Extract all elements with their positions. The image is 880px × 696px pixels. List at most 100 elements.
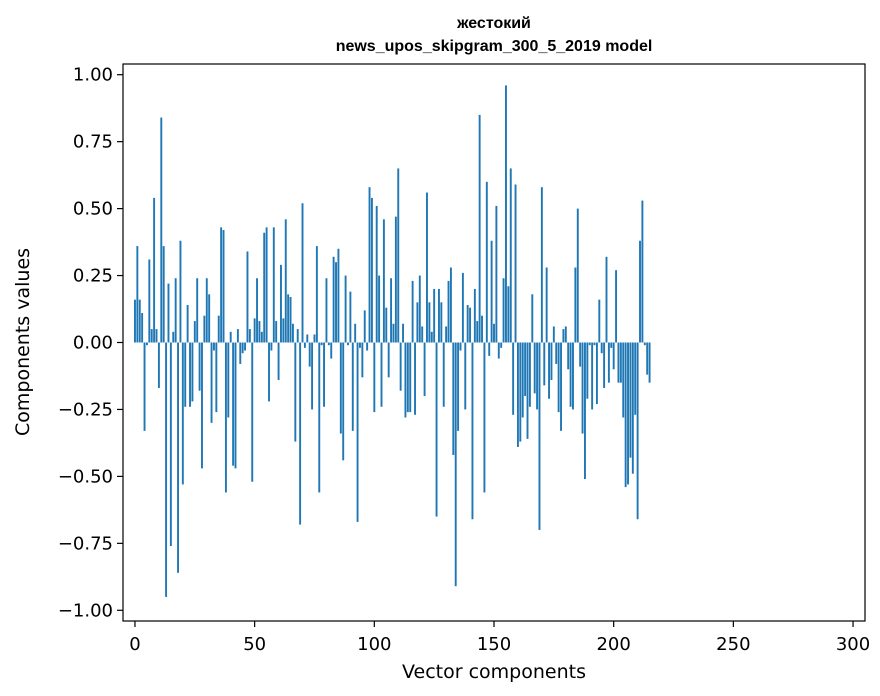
bar bbox=[150, 329, 153, 343]
bar bbox=[598, 299, 601, 343]
bar bbox=[514, 184, 517, 343]
bar bbox=[213, 342, 215, 351]
bar bbox=[612, 342, 615, 370]
bar bbox=[217, 315, 220, 343]
bar bbox=[354, 323, 357, 343]
bar bbox=[232, 342, 235, 466]
bar bbox=[524, 342, 527, 397]
bar bbox=[392, 323, 395, 343]
bar bbox=[136, 246, 139, 343]
bar bbox=[567, 342, 570, 370]
bar bbox=[344, 275, 347, 343]
bar bbox=[648, 342, 651, 383]
bar bbox=[512, 342, 515, 415]
bar bbox=[359, 342, 361, 348]
bar bbox=[349, 291, 352, 343]
bar bbox=[141, 313, 144, 343]
bar bbox=[256, 278, 258, 343]
bar bbox=[605, 256, 608, 343]
bar bbox=[624, 342, 627, 488]
bar bbox=[272, 227, 275, 343]
bar bbox=[457, 342, 460, 431]
bar bbox=[258, 321, 261, 343]
y-tick-label: 0.00 bbox=[73, 333, 113, 354]
bar bbox=[607, 342, 610, 383]
bar bbox=[311, 342, 314, 410]
bar bbox=[155, 329, 158, 343]
bar bbox=[533, 342, 536, 394]
bar bbox=[615, 270, 618, 343]
bar bbox=[196, 278, 199, 343]
bar bbox=[390, 278, 393, 343]
y-axis-label: Components values bbox=[12, 248, 34, 436]
bar bbox=[423, 342, 426, 397]
bar bbox=[145, 342, 148, 346]
bar bbox=[301, 203, 304, 343]
bar bbox=[177, 342, 179, 573]
x-tick-label: 0 bbox=[129, 634, 140, 655]
bar bbox=[402, 323, 404, 343]
bar bbox=[543, 342, 546, 386]
bar bbox=[375, 205, 378, 343]
bar bbox=[373, 342, 376, 413]
bar bbox=[363, 310, 366, 343]
bar bbox=[426, 192, 428, 343]
bar bbox=[385, 307, 388, 343]
x-tick-label: 200 bbox=[596, 634, 630, 655]
y-axis-ticks: 1.00 0.75 0.50 0.25 0.00 −0.25 −0.50 −0.75 −1.00 bbox=[58, 65, 123, 621]
x-tick-label: 300 bbox=[836, 634, 870, 655]
y-tick-label: −0.75 bbox=[58, 533, 113, 554]
bar bbox=[320, 342, 323, 346]
x-tick-label: 50 bbox=[243, 634, 266, 655]
bar bbox=[153, 197, 156, 343]
bar bbox=[619, 342, 622, 383]
bar bbox=[260, 331, 263, 343]
bar bbox=[368, 187, 371, 343]
bar bbox=[191, 342, 194, 402]
plot-frame bbox=[122, 63, 866, 622]
bar bbox=[308, 342, 311, 367]
bar bbox=[536, 342, 539, 410]
bar bbox=[268, 342, 270, 402]
bar bbox=[323, 342, 326, 407]
bar bbox=[507, 286, 510, 343]
bar bbox=[586, 342, 589, 399]
bar bbox=[464, 342, 467, 410]
bar bbox=[555, 342, 558, 364]
bar bbox=[382, 219, 385, 343]
bar bbox=[397, 168, 400, 343]
bar bbox=[215, 342, 218, 413]
bar bbox=[251, 342, 254, 482]
bar bbox=[138, 299, 141, 343]
bar bbox=[584, 342, 586, 480]
bar bbox=[521, 342, 524, 418]
bar bbox=[488, 342, 491, 356]
bar bbox=[186, 305, 189, 343]
bar bbox=[603, 342, 606, 389]
bar bbox=[143, 342, 146, 431]
bar bbox=[282, 318, 285, 343]
bar bbox=[287, 294, 290, 343]
bar bbox=[181, 342, 184, 485]
bar bbox=[224, 342, 227, 493]
bar bbox=[548, 342, 550, 399]
bar bbox=[337, 248, 340, 343]
bar bbox=[473, 288, 476, 343]
y-tick-label: −1.00 bbox=[58, 600, 113, 621]
bar bbox=[526, 342, 529, 439]
bar bbox=[416, 302, 419, 343]
bar bbox=[591, 342, 594, 410]
bar bbox=[157, 342, 160, 389]
bar bbox=[193, 321, 196, 343]
bar bbox=[449, 267, 452, 343]
bar bbox=[562, 329, 565, 343]
bar bbox=[411, 280, 414, 343]
bar bbox=[550, 342, 553, 380]
bar bbox=[253, 318, 256, 343]
bar bbox=[581, 342, 584, 434]
bar bbox=[399, 342, 402, 391]
bar bbox=[189, 342, 191, 407]
bar bbox=[210, 342, 213, 423]
bar bbox=[234, 342, 237, 469]
